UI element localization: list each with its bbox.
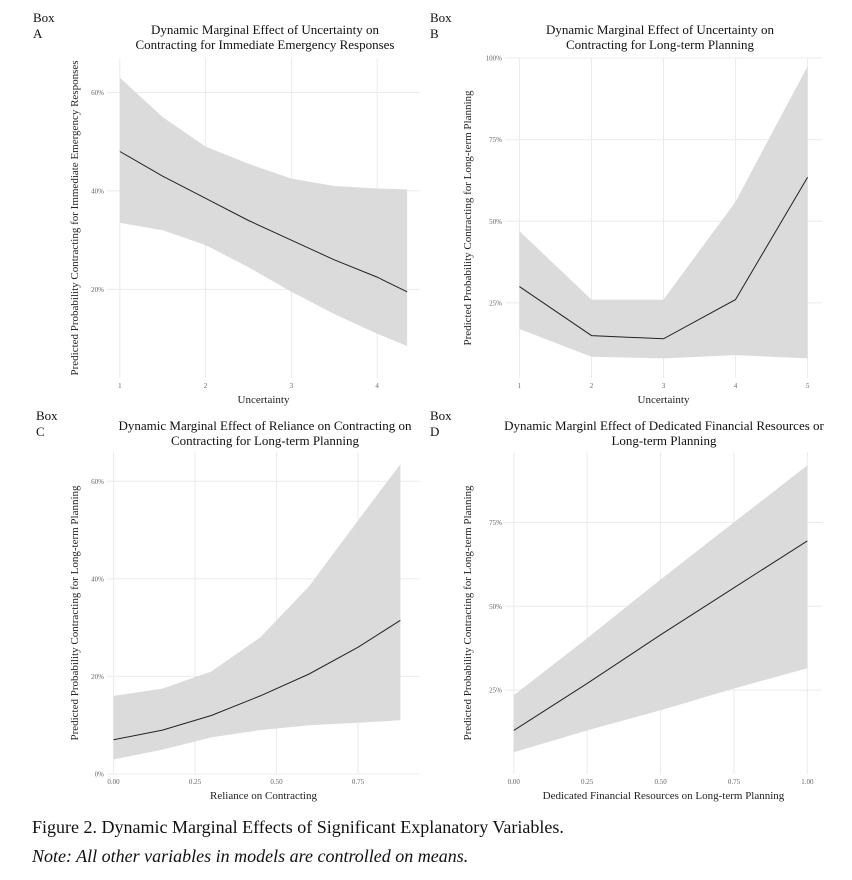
box-d-title-line-2: Long-term Planning	[611, 433, 717, 448]
box-c-x-tick-label: 0.75	[352, 778, 365, 786]
box-d-series-line	[513, 540, 808, 731]
box-c-confidence-band	[113, 464, 401, 760]
box-a-y-axis-label: Predicted Probability Contracting for Im…	[69, 60, 81, 375]
box-c-title: Dynamic Marginal Effect of Reliance on C…	[100, 418, 430, 448]
box-d-y-tick-label: 75%	[489, 519, 502, 527]
box-a-confidence-band	[119, 77, 408, 346]
box-d-x-tick-label: 0.75	[728, 778, 741, 786]
box-b-y-axis-label: Predicted Probability Contracting for Lo…	[462, 90, 474, 346]
box-c-x-tick-label: 0.25	[189, 778, 202, 786]
box-c-y-tick-label: 60%	[91, 478, 104, 486]
box-a-x-axis-label: Uncertainty	[238, 394, 290, 406]
box-c-title-line-2: Contracting for Long-term Planning	[170, 433, 360, 448]
box-d-x-tick-label: 1.00	[801, 778, 814, 786]
box-c-x-axis-label: Reliance on Contracting	[210, 790, 317, 802]
box-d-x-tick-label: 0.50	[654, 778, 667, 786]
box-b-x-tick-label: 4	[734, 382, 738, 390]
box-a-y-tick-label: 40%	[91, 187, 104, 195]
box-a-x-tick-label: 1	[118, 382, 122, 390]
box-a-label: Box A	[33, 10, 55, 41]
box-d-label: Box D	[430, 408, 452, 439]
box-a-x-tick-label: 2	[204, 382, 208, 390]
figure-note: Note: All other variables in models are …	[32, 846, 469, 866]
box-b-x-tick-label: 3	[662, 382, 666, 390]
box-b-x-tick-label: 2	[590, 382, 594, 390]
box-b-x-tick-label: 5	[806, 382, 810, 390]
box-a-x-tick-label: 3	[290, 382, 294, 390]
box-b-title: Dynamic Marginal Effect of Uncertainty o…	[495, 22, 825, 52]
box-c-title-line-1: Dynamic Marginal Effect of Reliance on C…	[118, 418, 412, 433]
box-c-label: Box C	[36, 408, 58, 439]
box-d-y-tick-label: 25%	[489, 687, 502, 695]
box-a-title-line-2: Contracting for Immediate Emergency Resp…	[135, 37, 395, 52]
box-a-y-tick-label: 20%	[91, 286, 104, 294]
box-c-y-tick-label: 40%	[91, 575, 104, 583]
box-b-x-tick-label: 1	[518, 382, 522, 390]
box-c-x-tick-label: 0.00	[107, 778, 120, 786]
box-c-y-tick-label: 20%	[91, 673, 104, 681]
box-b-y-tick-label: 50%	[489, 218, 502, 226]
box-c-y-axis-label: Predicted Probability Contracting for Lo…	[69, 485, 81, 741]
box-a-title-line-1: Dynamic Marginal Effect of Uncertainty o…	[150, 22, 380, 37]
box-c-x-tick-label: 0.50	[270, 778, 283, 786]
box-a-x-tick-label: 4	[375, 382, 379, 390]
box-d-x-tick-label: 0.25	[581, 778, 594, 786]
box-b-title-line-2: Contracting for Long-term Planning	[565, 37, 755, 52]
box-b-confidence-band	[519, 66, 808, 359]
box-b-y-tick-label: 25%	[489, 299, 502, 307]
box-a-title: Dynamic Marginal Effect of Uncertainty o…	[100, 22, 430, 52]
box-d-y-axis-label: Predicted Probability Contracting for Lo…	[462, 485, 474, 741]
box-d-title: Dynamic Marginl Effect of Dedicated Fina…	[488, 418, 840, 448]
box-b-y-tick-label: 75%	[489, 136, 502, 144]
box-d-title-line-1: Dynamic Marginl Effect of Dedicated Fina…	[504, 418, 824, 433]
box-b-series-line	[519, 176, 809, 340]
box-d-confidence-band	[513, 465, 808, 753]
box-d-y-tick-label: 50%	[489, 603, 502, 611]
box-b-title-line-1: Dynamic Marginal Effect of Uncertainty o…	[545, 22, 775, 37]
box-c-y-tick-label: 0%	[95, 771, 105, 779]
figure-caption: Figure 2. Dynamic Marginal Effects of Si…	[32, 817, 564, 837]
box-a-series-line	[119, 151, 408, 293]
box-b-label: Box B	[430, 10, 452, 41]
box-b-x-axis-label: Uncertainty	[638, 394, 690, 406]
box-d-x-tick-label: 0.00	[508, 778, 521, 786]
box-d-x-axis-label: Dedicated Financial Resources on Long-te…	[543, 790, 785, 802]
box-c-series-line	[113, 619, 401, 741]
box-a-y-tick-label: 60%	[91, 89, 104, 97]
box-b-y-tick-label: 100%	[486, 55, 503, 63]
